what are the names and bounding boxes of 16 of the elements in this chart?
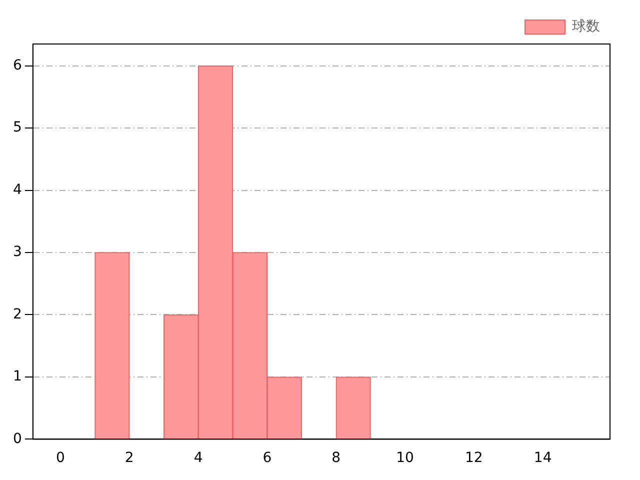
x-tick-label: 6: [262, 450, 272, 466]
y-tick-label: 4: [12, 182, 22, 198]
x-tick-label: 2: [124, 450, 134, 466]
y-tick-label: 1: [12, 368, 22, 385]
y-tick-label: 2: [12, 306, 22, 322]
y-tick-label: 3: [12, 244, 22, 260]
x-tick-label: 10: [396, 450, 414, 466]
y-tick-label: 0: [12, 430, 22, 447]
x-tick-label: 14: [534, 450, 552, 466]
legend-label: 球数: [572, 18, 600, 35]
x-tick-label: 4: [194, 450, 203, 466]
x-tick-label: 12: [464, 450, 483, 466]
y-tick-label: 5: [12, 120, 22, 136]
x-tick-label: 8: [332, 450, 341, 466]
x-tick-label: 0: [56, 450, 65, 466]
y-tick-label: 6: [12, 57, 22, 74]
